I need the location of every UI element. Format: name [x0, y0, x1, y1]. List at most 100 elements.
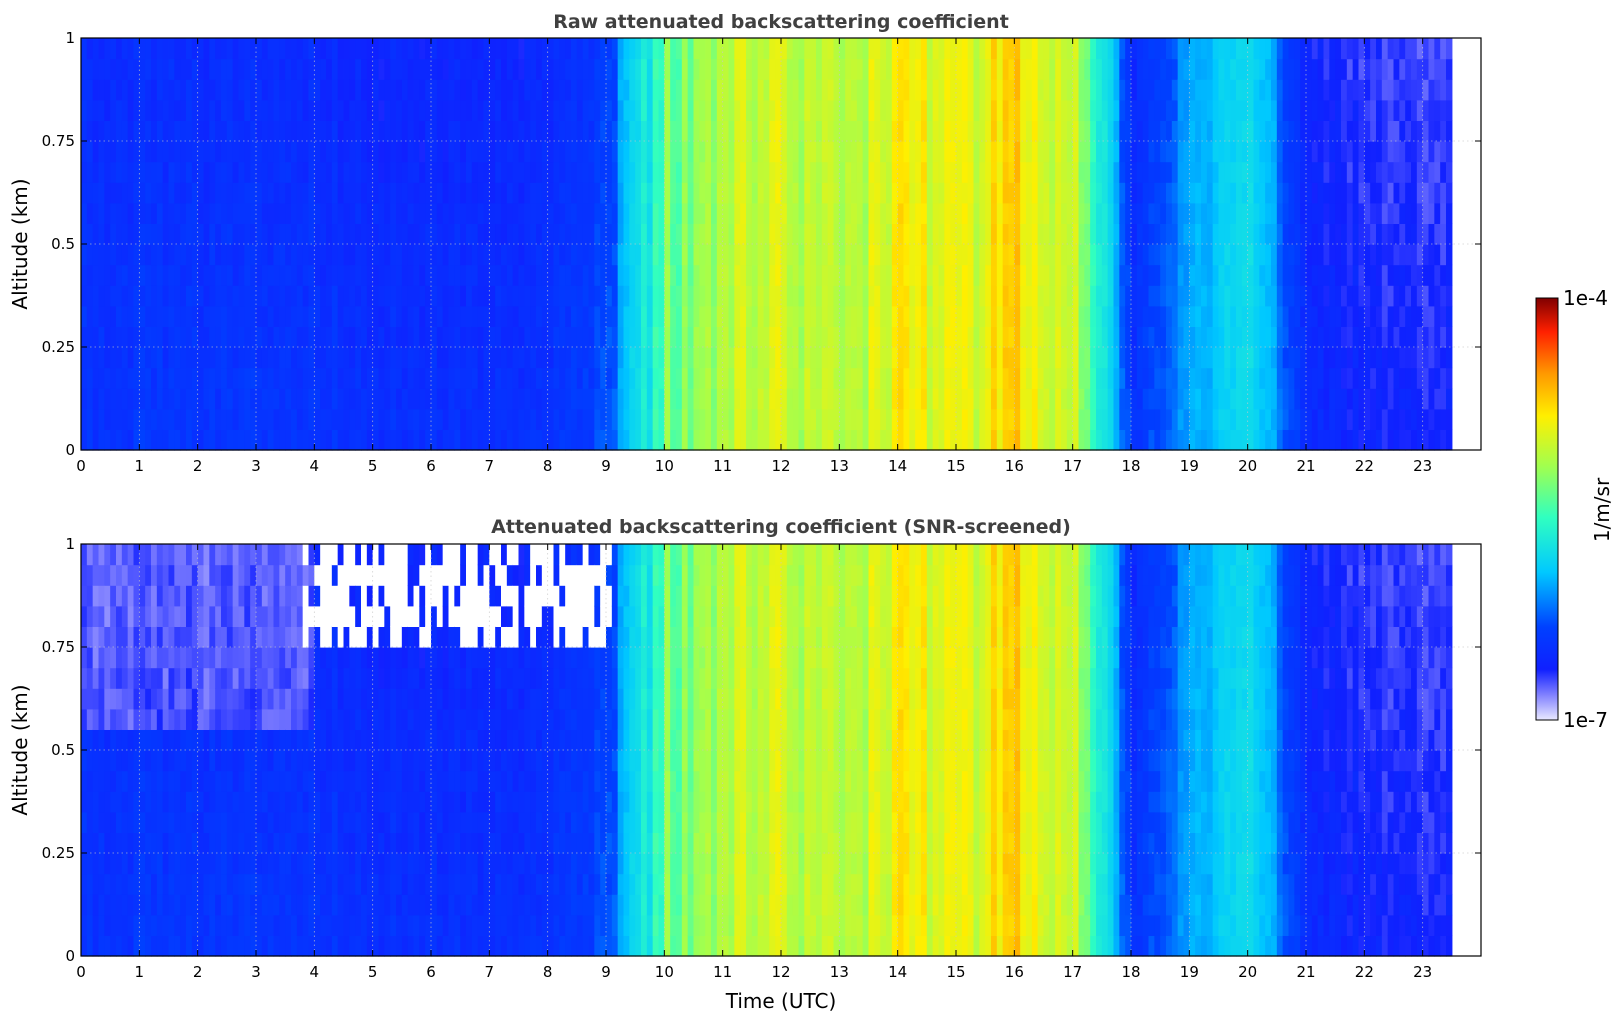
heatmap-cell: [1125, 141, 1132, 163]
heatmap-cell: [1306, 79, 1313, 101]
heatmap-cell: [1358, 79, 1365, 101]
heatmap-cell: [547, 429, 555, 451]
heatmap-cell: [1061, 223, 1068, 245]
heatmap-cell: [256, 58, 263, 80]
heatmap-cell: [1241, 244, 1249, 266]
heatmap-cell: [1317, 264, 1325, 286]
heatmap-cell: [413, 141, 420, 163]
heatmap-cell: [1113, 141, 1120, 163]
heatmap-cell: [961, 244, 969, 266]
heatmap-cell: [501, 202, 508, 224]
heatmap-cell: [238, 367, 245, 389]
heatmap-cell: [1183, 182, 1190, 204]
heatmap-cell: [156, 347, 164, 369]
heatmap-cell: [1148, 161, 1155, 183]
heatmap-cell: [454, 38, 461, 60]
heatmap-cell: [1393, 244, 1400, 266]
heatmap-cell: [384, 264, 391, 286]
heatmap-cell: [641, 244, 648, 266]
heatmap-cell: [209, 99, 216, 121]
heatmap-cell: [559, 305, 566, 327]
heatmap-cell: [652, 223, 660, 245]
heatmap-cell: [891, 161, 899, 183]
heatmap-cell: [506, 367, 514, 389]
heatmap-cell: [571, 408, 578, 430]
heatmap-cell: [1119, 408, 1126, 430]
heatmap-cell: [1160, 326, 1167, 348]
heatmap-cell: [98, 791, 105, 813]
heatmap-cell: [792, 244, 800, 266]
heatmap-cell: [448, 202, 455, 224]
heatmap-cell: [285, 388, 292, 410]
heatmap-cell: [617, 367, 625, 389]
heatmap-cell: [291, 58, 298, 80]
heatmap-cell: [419, 285, 426, 307]
heatmap-cell: [1271, 367, 1278, 389]
heatmap-cell: [139, 367, 146, 389]
heatmap-cell: [536, 285, 543, 307]
heatmap-cell: [261, 429, 269, 451]
heatmap-cell: [897, 367, 905, 389]
heatmap-cell: [1259, 79, 1266, 101]
heatmap-cell: [1066, 38, 1074, 60]
heatmap-cell: [687, 388, 695, 410]
heatmap-cell: [151, 141, 158, 163]
heatmap-cell: [98, 99, 105, 121]
heatmap-cell: [314, 264, 321, 286]
heatmap-cell: [582, 161, 590, 183]
heatmap-cell: [635, 99, 642, 121]
heatmap-cell: [973, 161, 980, 183]
heatmap-cell: [979, 285, 986, 307]
heatmap-cell: [658, 223, 665, 245]
heatmap-cell: [162, 99, 170, 121]
heatmap-cell: [827, 264, 835, 286]
heatmap-cell: [203, 388, 210, 410]
heatmap-cell: [518, 367, 525, 389]
heatmap-cell: [477, 429, 485, 451]
heatmap-cell: [104, 564, 111, 586]
heatmap-cell: [1049, 182, 1056, 204]
heatmap-cell: [512, 244, 520, 266]
heatmap-cell: [209, 429, 216, 451]
heatmap-cell: [926, 79, 934, 101]
heatmap-cell: [868, 202, 875, 224]
heatmap-cell: [757, 285, 765, 307]
heatmap-cell: [1171, 264, 1179, 286]
heatmap-cell: [967, 408, 975, 430]
heatmap-cell: [1055, 367, 1062, 389]
heatmap-cell: [1177, 38, 1185, 60]
heatmap-cell: [781, 429, 788, 451]
heatmap-cell: [921, 264, 928, 286]
heatmap-cell: [1031, 326, 1039, 348]
heatmap-cell: [285, 347, 292, 369]
heatmap-cell: [996, 388, 1004, 410]
heatmap-cell: [1008, 141, 1015, 163]
heatmap-cell: [1358, 244, 1365, 266]
heatmap-cell: [979, 79, 986, 101]
heatmap-cell: [588, 202, 595, 224]
heatmap-cell: [1218, 408, 1225, 430]
heatmap-cell: [1084, 305, 1091, 327]
heatmap-cell: [693, 367, 700, 389]
heatmap-cell: [314, 161, 321, 183]
heatmap-cell: [238, 58, 245, 80]
heatmap-cell: [156, 223, 164, 245]
heatmap-cell: [1271, 58, 1278, 80]
heatmap-cell: [256, 141, 263, 163]
heatmap-cell: [1364, 388, 1371, 410]
heatmap-cell: [1084, 202, 1091, 224]
heatmap-cell: [839, 120, 846, 142]
heatmap-cell: [250, 58, 257, 80]
heatmap-cell: [1066, 223, 1074, 245]
heatmap-cell: [477, 120, 485, 142]
heatmap-cell: [1387, 347, 1395, 369]
heatmap-cell: [1376, 429, 1383, 451]
heatmap-cell: [81, 223, 88, 245]
heatmap-cell: [687, 141, 695, 163]
heatmap-cell: [880, 326, 887, 348]
heatmap-cell: [1352, 326, 1360, 348]
heatmap-cell: [384, 182, 391, 204]
heatmap-cell: [372, 305, 380, 327]
heatmap-cell: [1166, 326, 1173, 348]
heatmap-cell: [810, 429, 817, 451]
